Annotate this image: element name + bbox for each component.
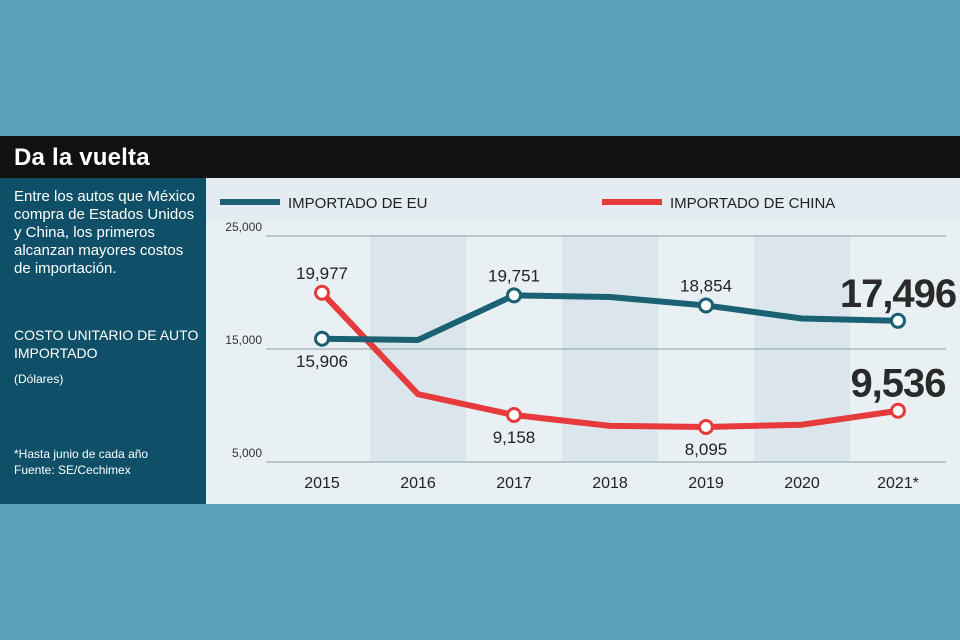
data-point (698, 419, 714, 436)
x-tick-label: 2019 (688, 475, 724, 492)
title-bar: Da la vuelta (0, 136, 960, 178)
legend-label: IMPORTADO DE EU (288, 195, 427, 212)
sidebar-panel: Entre los autos que México compra de Est… (0, 178, 206, 504)
data-point (890, 312, 906, 329)
series-line (319, 289, 901, 431)
data-label: 19,977 (296, 264, 348, 283)
y-tick-label: 25,000 (225, 220, 262, 234)
series-line (319, 292, 901, 343)
data-label: 17,496 (840, 272, 956, 316)
unit-title: COSTO UNITARIO DE AUTO IMPORTADO (14, 327, 199, 361)
data-point (314, 284, 330, 301)
data-point (890, 402, 906, 419)
data-point (506, 407, 522, 424)
x-tick-label: 2021* (877, 475, 919, 492)
x-tick-label: 2018 (592, 475, 628, 492)
data-label: 18,854 (680, 276, 732, 295)
data-label: 15,906 (296, 352, 348, 371)
x-tick-label: 2015 (304, 475, 340, 492)
data-point (314, 330, 330, 347)
x-tick-label: 2020 (784, 475, 820, 492)
footnote: *Hasta junio de cada año (14, 447, 149, 461)
x-tick-label: 2016 (400, 475, 436, 492)
chart-area: 5,000 15,000 25,000 2015 2016 2017 2018 2019 202… (206, 178, 960, 504)
footnote-block: *Hasta junio de cada año Fuente: SE/Cech… (14, 446, 148, 478)
data-label: 19,751 (488, 266, 540, 285)
page-title: Da la vuelta (14, 144, 150, 171)
source-note: Fuente: SE/Cechimex (14, 463, 131, 477)
data-point (698, 297, 714, 314)
data-label: 9,536 (850, 362, 945, 406)
y-tick-label: 5,000 (232, 446, 262, 460)
x-tick-label: 2017 (496, 475, 532, 492)
data-label: 8,095 (685, 440, 728, 459)
description-text: Entre los autos que México compra de Est… (14, 188, 195, 277)
line-chart: 5,000 15,000 25,000 2015 2016 2017 2018 2019 202… (206, 178, 960, 504)
data-label: 9,158 (493, 428, 536, 447)
legend-label: IMPORTADO DE CHINA (670, 195, 835, 212)
y-tick-label: 15,000 (225, 333, 262, 347)
unit-subtitle: (Dólares) (14, 372, 64, 386)
data-point (506, 287, 522, 304)
legend-strip (206, 178, 960, 222)
infographic-card: Da la vuelta Entre los autos que México … (0, 136, 960, 504)
